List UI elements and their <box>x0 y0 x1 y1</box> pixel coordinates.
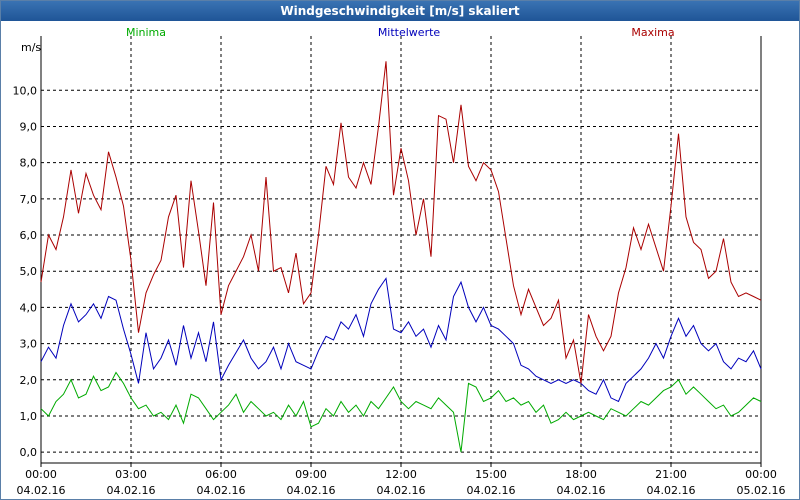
y-tick-label: 10,0 <box>13 84 38 97</box>
legend-item-maxima: Maxima <box>631 26 674 39</box>
x-tick-date: 04.02.16 <box>467 484 516 497</box>
legend-item-mittelwerte: Mittelwerte <box>378 26 441 39</box>
y-tick-label: 8,0 <box>20 157 38 170</box>
y-tick-label: 6,0 <box>20 229 38 242</box>
legend: Minima Mittelwerte Maxima <box>126 26 675 39</box>
x-tick-time: 18:00 <box>565 468 597 481</box>
x-tick-time: 00:00 <box>25 468 57 481</box>
y-axis-unit: m/s <box>21 41 41 54</box>
x-tick-date: 04.02.16 <box>647 484 696 497</box>
chart-canvas: 0,0 1,0 2,0 3,0 4,0 5,0 6,0 7,0 8,0 9,0 10,0 00:00… <box>13 26 786 497</box>
x-tick-labels: 00:00 04.02.16 03:00 04.02.16 06:00 04.02.16 0… <box>17 468 786 497</box>
x-tick-time: 09:00 <box>295 468 327 481</box>
legend-item-minima: Minima <box>126 26 166 39</box>
series-lines <box>40 61 762 453</box>
x-tick-date: 04.02.16 <box>287 484 336 497</box>
series-line-mittelwerte <box>40 277 762 403</box>
grid-lines <box>41 36 761 463</box>
y-tick-label: 4,0 <box>20 301 38 314</box>
y-tick-label: 1,0 <box>20 410 38 423</box>
x-tick-time: 03:00 <box>115 468 147 481</box>
x-tick-time: 21:00 <box>655 468 687 481</box>
axes <box>40 36 762 467</box>
x-tick-time: 00:00 <box>745 468 777 481</box>
x-tick-time: 15:00 <box>475 468 507 481</box>
x-tick-date: 04.02.16 <box>107 484 156 497</box>
x-tick-time: 06:00 <box>205 468 237 481</box>
y-tick-label: 9,0 <box>20 120 38 133</box>
series-line-maxima <box>40 61 762 384</box>
x-tick-date: 04.02.16 <box>557 484 606 497</box>
y-tick-label: 5,0 <box>20 265 38 278</box>
x-tick-time: 12:00 <box>385 468 417 481</box>
y-tick-label: 7,0 <box>20 193 38 206</box>
y-tick-label: 3,0 <box>20 338 38 351</box>
y-tick-labels: 0,0 1,0 2,0 3,0 4,0 5,0 6,0 7,0 8,0 9,0 10,0 <box>13 84 38 459</box>
y-tick-label: 0,0 <box>20 446 38 459</box>
x-tick-date: 04.02.16 <box>377 484 426 497</box>
y-tick-label: 2,0 <box>20 374 38 387</box>
x-tick-date: 04.02.16 <box>197 484 246 497</box>
series-line-minima <box>40 371 762 453</box>
x-tick-date: 04.02.16 <box>17 484 66 497</box>
x-tick-date: 05.02.16 <box>737 484 786 497</box>
window-title: Windgeschwindigkeit [m/s] skaliert <box>1 1 799 21</box>
